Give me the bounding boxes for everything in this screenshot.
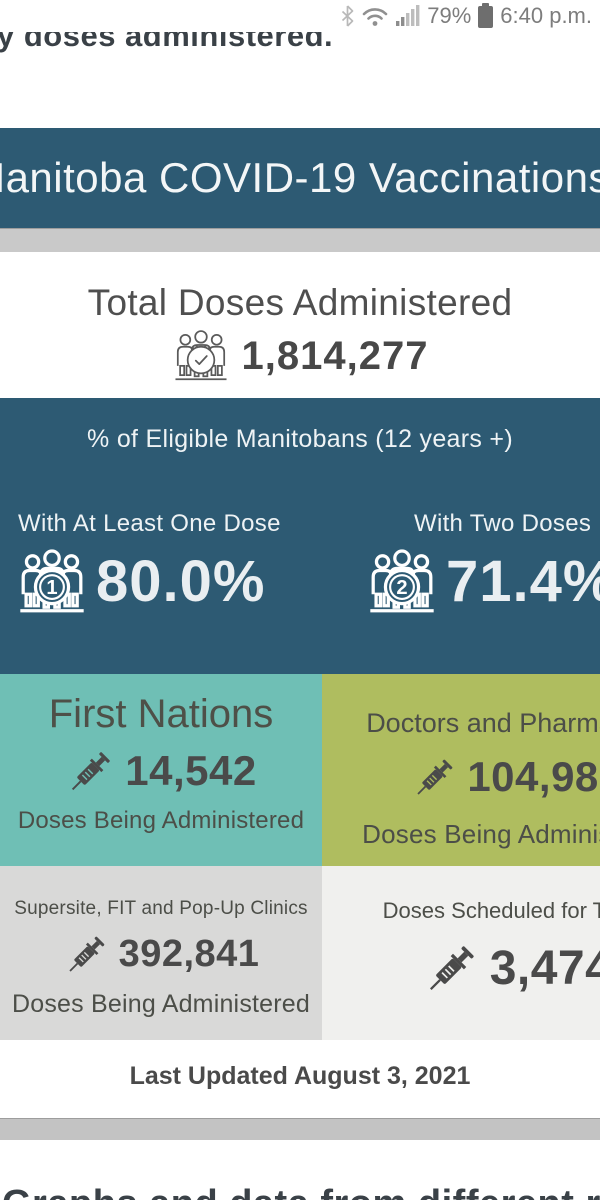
doctors-caption: Doses Being Administered — [362, 819, 600, 849]
two-doses-label: With Two Doses — [414, 510, 592, 537]
syringe-icon — [429, 946, 474, 991]
supersite-title: Supersite, FIT and Pop-Up Clinics — [14, 898, 308, 919]
page-text-bottom-clipped: Graphs and data from different regions — [2, 1183, 600, 1200]
scheduled-value: 3,474 — [489, 941, 600, 995]
one-dose-value: 80.0% — [96, 549, 266, 614]
scheduled-cell: Doses Scheduled for Today 3,474 — [322, 866, 600, 1040]
cell-signal-icon — [396, 5, 420, 26]
first-nations-value: 14,542 — [125, 747, 257, 794]
status-bar: 79% 6:40 p.m. — [0, 0, 600, 32]
total-doses-section: Total Doses Administered — [0, 252, 600, 398]
battery-icon — [478, 3, 494, 28]
horizontal-scrollbar-top[interactable] — [0, 228, 600, 252]
first-nations-cell: First Nations 14,542 Doses Being Adminis… — [0, 674, 322, 866]
one-dose-column: With At Least One Dose — [16, 510, 316, 615]
total-doses-label: Total Doses Administered — [87, 282, 513, 323]
eligible-title: % of Eligible Manitobans (12 years +) — [87, 425, 513, 453]
scheduled-title: Doses Scheduled for Today — [382, 898, 600, 923]
wifi-icon — [362, 8, 388, 26]
doctors-title: Doctors and Pharmacists — [366, 708, 600, 738]
dashboard-title: Manitoba COVID-19 Vaccinations — [0, 154, 600, 201]
dashboard-header: Manitoba COVID-19 Vaccinations — [0, 128, 600, 228]
people-dose-1-icon: 1 — [20, 548, 84, 612]
supersite-value: 392,841 — [118, 932, 260, 975]
supersite-cell: Supersite, FIT and Pop-Up Clinics 392,84… — [0, 866, 322, 1040]
two-doses-column: With Two Doses — [366, 510, 600, 615]
supersite-caption: Doses Being Administered — [11, 990, 310, 1018]
two-doses-value: 71.4% — [446, 549, 600, 614]
last-updated: Last Updated August 3, 2021 — [129, 1062, 471, 1090]
doctors-value: 104,980 — [467, 753, 600, 800]
bluetooth-icon — [342, 5, 354, 27]
eligible-percent-section: % of Eligible Manitobans (12 years +) Wi… — [0, 398, 600, 674]
people-dose-2-icon: 2 — [370, 548, 434, 612]
battery-percent: 79% — [427, 3, 472, 28]
clock-time: 6:40 p.m. — [500, 3, 592, 28]
two-doses-badge-number: 2 — [396, 577, 407, 599]
total-doses-value: 1,814,277 — [241, 333, 429, 378]
one-dose-label: With At Least One Dose — [18, 510, 281, 537]
syringe-icon — [417, 759, 453, 795]
syringe-icon — [68, 936, 104, 972]
horizontal-scrollbar-bottom[interactable] — [0, 1118, 600, 1140]
doctors-pharmacists-cell: Doctors and Pharmacists 104,980 Doses Be… — [322, 674, 600, 866]
syringe-icon — [72, 752, 111, 791]
first-nations-title: First Nations — [48, 692, 274, 736]
one-dose-badge-number: 1 — [46, 577, 57, 599]
people-check-icon — [174, 330, 227, 381]
first-nations-caption: Doses Being Administered — [17, 807, 305, 834]
